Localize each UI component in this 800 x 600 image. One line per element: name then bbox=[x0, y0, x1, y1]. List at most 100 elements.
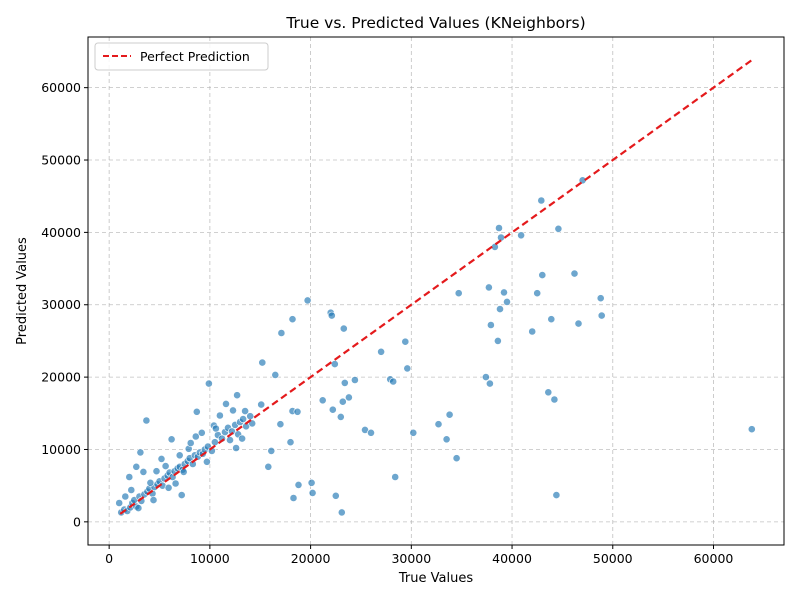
data-point bbox=[452, 454, 461, 463]
grid bbox=[88, 37, 784, 545]
data-point bbox=[167, 435, 176, 444]
perfect-prediction-line bbox=[119, 59, 753, 515]
data-point bbox=[517, 231, 525, 240]
data-point bbox=[289, 494, 298, 502]
data-point bbox=[134, 504, 143, 512]
data-point bbox=[327, 311, 336, 320]
data-point bbox=[152, 467, 161, 476]
data-point bbox=[239, 415, 247, 423]
data-point bbox=[238, 434, 246, 443]
data-point bbox=[257, 400, 266, 409]
data-point bbox=[127, 486, 136, 494]
data-point bbox=[547, 315, 556, 324]
data-point bbox=[337, 508, 346, 517]
data-point bbox=[308, 488, 317, 497]
legend-label-perfect-prediction: Perfect Prediction bbox=[140, 49, 250, 64]
data-point bbox=[232, 444, 240, 452]
data-point bbox=[293, 407, 302, 416]
data-point bbox=[307, 478, 316, 487]
data-point bbox=[226, 436, 234, 444]
data-point bbox=[139, 467, 148, 476]
data-point bbox=[177, 491, 186, 499]
data-point bbox=[350, 376, 359, 384]
data-point bbox=[294, 480, 303, 489]
data-point bbox=[204, 379, 213, 388]
y-tick-label: 30000 bbox=[41, 297, 81, 312]
data-point bbox=[171, 479, 180, 488]
data-point bbox=[597, 311, 606, 320]
data-point bbox=[391, 473, 400, 481]
data-point bbox=[434, 420, 443, 429]
data-point bbox=[528, 327, 537, 336]
reference-line-layer bbox=[119, 59, 753, 515]
data-point bbox=[142, 416, 151, 425]
data-point bbox=[401, 337, 410, 346]
data-point bbox=[330, 360, 339, 368]
data-point bbox=[276, 420, 285, 429]
data-point bbox=[596, 294, 605, 303]
data-point bbox=[241, 407, 249, 415]
x-tick-label: 30000 bbox=[391, 551, 431, 566]
data-point bbox=[344, 393, 353, 402]
y-tick-label: 60000 bbox=[41, 80, 81, 95]
data-point bbox=[288, 315, 297, 324]
data-point bbox=[229, 406, 237, 415]
data-point bbox=[445, 410, 454, 419]
data-point bbox=[554, 224, 563, 233]
data-point bbox=[574, 319, 583, 328]
data-point bbox=[197, 428, 206, 437]
x-axis-label: True Values bbox=[398, 571, 473, 586]
data-point bbox=[481, 373, 490, 381]
data-point bbox=[146, 478, 155, 487]
x-tick-label: 20000 bbox=[291, 551, 331, 566]
legend-box bbox=[94, 42, 269, 71]
data-point bbox=[339, 324, 348, 333]
data-point bbox=[544, 388, 553, 397]
data-point bbox=[485, 379, 494, 388]
x-tick-label: 60000 bbox=[694, 551, 734, 566]
data-point bbox=[409, 428, 418, 437]
data-point bbox=[552, 491, 561, 499]
data-point bbox=[277, 329, 286, 337]
data-point bbox=[215, 411, 224, 420]
data-point bbox=[132, 462, 141, 471]
data-point bbox=[175, 451, 184, 460]
data-point bbox=[495, 224, 503, 232]
data-point bbox=[186, 439, 195, 447]
data-point bbox=[454, 289, 463, 298]
data-point bbox=[286, 438, 295, 447]
data-point bbox=[210, 438, 219, 447]
legend: Perfect Prediction bbox=[94, 42, 269, 71]
chart-title: True vs. Predicted Values (KNeighbors) bbox=[285, 14, 585, 32]
y-tick-label: 20000 bbox=[41, 370, 81, 385]
axis-ticks: 0 10000 20000 30000 40000 50000 60000 0 10000 200… bbox=[41, 80, 733, 566]
data-point bbox=[271, 370, 280, 379]
data-point bbox=[328, 405, 337, 414]
data-point bbox=[496, 305, 504, 313]
x-tick-label: 50000 bbox=[593, 551, 633, 566]
y-tick-label: 50000 bbox=[41, 153, 81, 168]
data-point bbox=[125, 473, 134, 481]
data-point bbox=[486, 321, 495, 329]
data-point bbox=[191, 432, 200, 441]
data-point bbox=[222, 399, 230, 408]
data-point bbox=[264, 462, 273, 471]
data-point bbox=[202, 457, 211, 466]
y-tick-label: 10000 bbox=[41, 442, 81, 457]
data-point bbox=[233, 391, 241, 400]
x-tick-label: 40000 bbox=[492, 551, 532, 566]
data-point bbox=[533, 289, 542, 298]
data-point bbox=[161, 462, 170, 470]
data-point bbox=[747, 425, 756, 434]
data-point bbox=[490, 242, 499, 251]
data-point bbox=[336, 412, 345, 421]
data-point bbox=[500, 288, 508, 297]
data-point bbox=[157, 454, 166, 463]
y-axis-label: Predicted Values bbox=[15, 237, 30, 345]
data-point bbox=[403, 364, 412, 373]
x-tick-label: 10000 bbox=[190, 551, 230, 566]
data-point bbox=[149, 496, 158, 504]
data-point bbox=[211, 424, 220, 433]
data-point bbox=[331, 491, 340, 500]
